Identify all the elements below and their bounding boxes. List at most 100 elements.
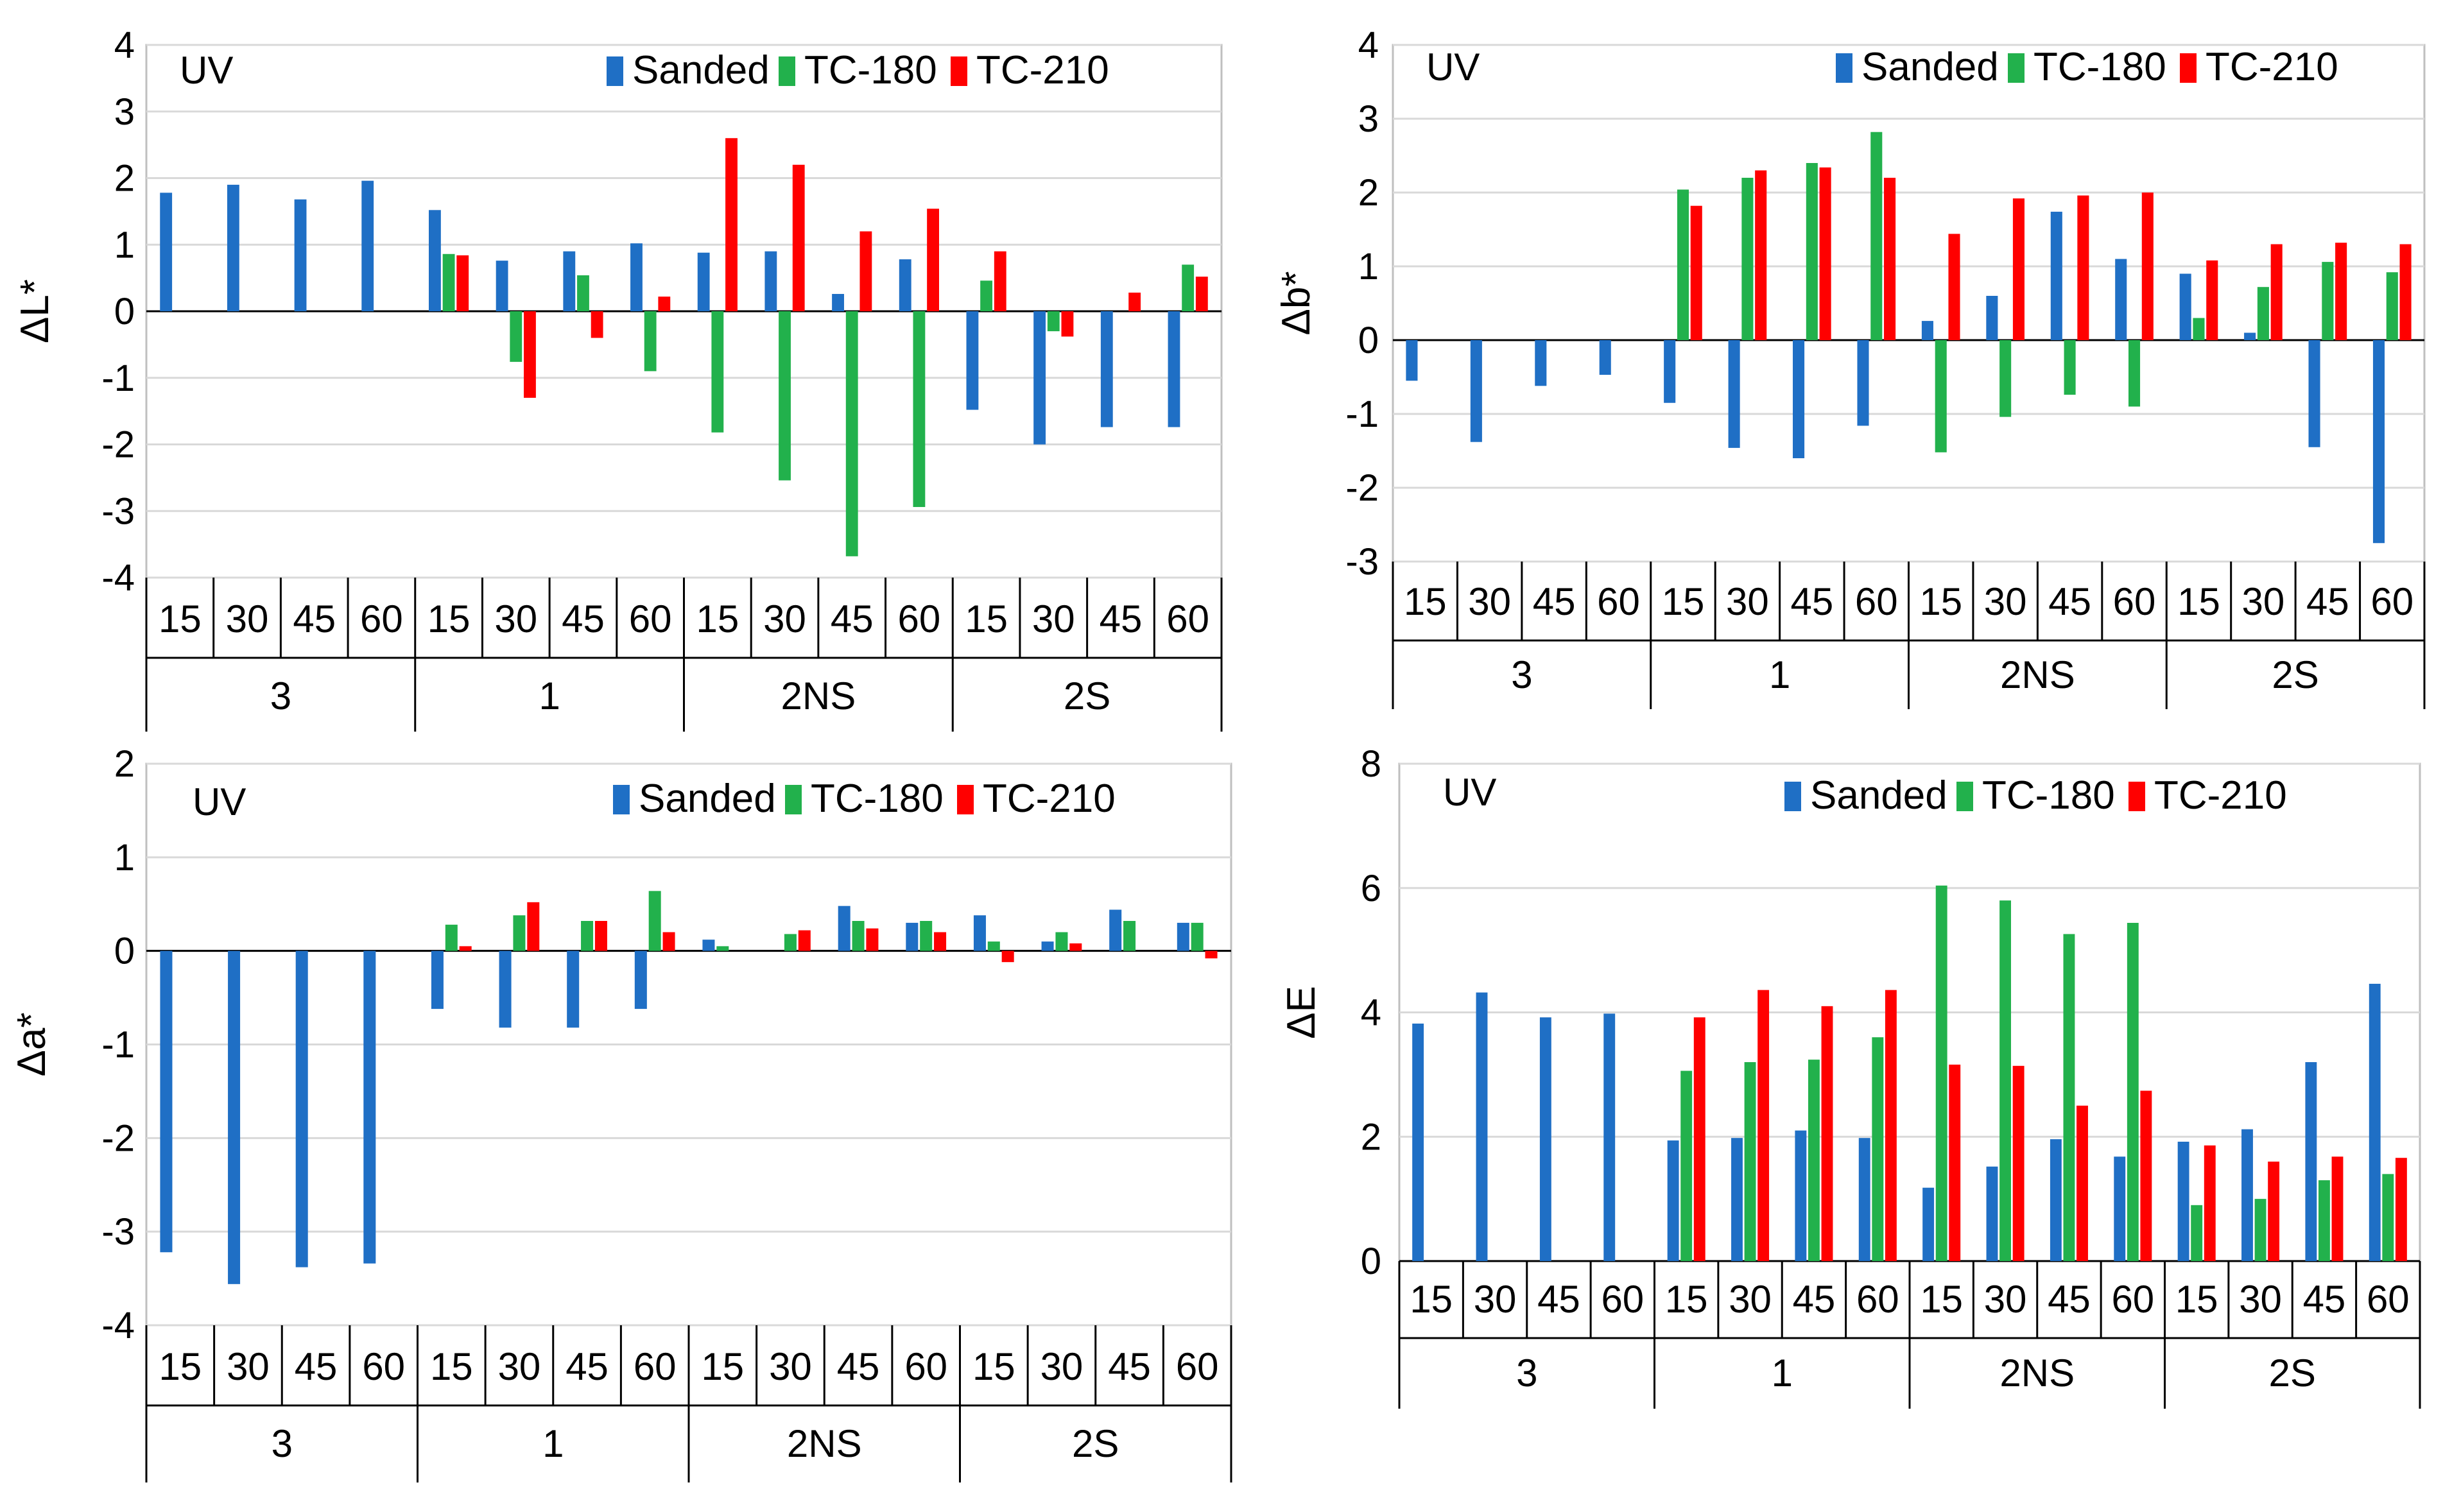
bar-tc-210 [994, 251, 1006, 311]
bar-sanded [1100, 311, 1113, 427]
y-tick-label: 4 [1361, 992, 1381, 1034]
x-tick-label: 30 [1474, 1278, 1517, 1321]
panel-label: UV [180, 49, 233, 92]
bar-sanded [1986, 296, 1998, 340]
plot-area [1392, 44, 2426, 563]
bar-tc-180 [1935, 340, 1947, 452]
y-tick-label: 4 [114, 24, 135, 66]
group-label: 2NS [1999, 1352, 2075, 1395]
y-tick-label: 2 [114, 158, 135, 200]
bar-tc-180 [2318, 1180, 2330, 1261]
legend-swatch [613, 785, 630, 814]
x-tick-label: 30 [1468, 580, 1511, 623]
y-tick-label: 2 [114, 743, 135, 785]
bar-sanded [499, 950, 512, 1028]
bar-tc-210 [1948, 234, 1960, 340]
bar-tc-210 [2331, 1156, 2344, 1261]
bar-sanded [966, 311, 979, 410]
group-label: 1 [539, 674, 560, 717]
x-tick-label: 60 [2367, 1278, 2410, 1321]
bar-tc-180 [510, 311, 522, 362]
bar-tc-210 [866, 928, 879, 951]
bar-tc-180 [2382, 1174, 2394, 1261]
bar-sanded [2244, 332, 2256, 340]
x-tick-label: 30 [1984, 580, 2027, 623]
bar-sanded [227, 184, 239, 311]
bar-tc-180 [1935, 885, 1947, 1261]
x-tick-label: 60 [1601, 1278, 1644, 1321]
y-tick-label: 6 [1361, 868, 1381, 909]
legend-label: TC-210 [2154, 773, 2287, 818]
x-tick-label: 30 [763, 597, 806, 640]
group-label: 2NS [787, 1422, 862, 1465]
y-tick-label: -2 [1345, 467, 1379, 509]
bar-sanded [1476, 992, 1488, 1261]
bar-tc-210 [2395, 1158, 2407, 1261]
bar-tc-210 [1690, 205, 1702, 340]
bar-sanded [567, 950, 580, 1028]
bar-tc-180 [784, 934, 797, 951]
y-tick-label: -3 [1345, 541, 1379, 583]
bar-tc-210 [459, 946, 472, 951]
bar-tc-210 [859, 231, 872, 311]
bar-tc-180 [2064, 340, 2076, 395]
bar-sanded [1858, 1138, 1870, 1261]
panel-label: UV [1443, 771, 1496, 814]
x-tick-label: 30 [226, 597, 269, 640]
legend-swatch [1836, 53, 1852, 83]
bar-tc-180 [1744, 1062, 1756, 1261]
bar-tc-210 [2141, 193, 2154, 340]
group-label: 2NS [2000, 653, 2075, 696]
bar-tc-180 [2254, 1199, 2266, 1261]
x-tick-label: 45 [2048, 580, 2091, 623]
bar-tc-180 [2191, 1205, 2203, 1261]
legend-swatch [2008, 53, 2025, 83]
x-tick-label: 45 [1100, 597, 1143, 640]
y-tick-label: -2 [101, 1117, 135, 1159]
x-tick-label: 30 [494, 597, 537, 640]
legend-swatch [957, 785, 974, 814]
bar-sanded [2115, 259, 2127, 340]
bar-sanded [2305, 1062, 2317, 1261]
x-tick-label: 45 [831, 597, 874, 640]
x-tick-label: 15 [427, 597, 471, 640]
bar-sanded [630, 243, 643, 311]
x-tick-label: 60 [360, 597, 403, 640]
bar-tc-180 [852, 921, 865, 951]
bar-sanded [702, 940, 715, 951]
bar-sanded [1667, 1140, 1679, 1261]
x-tick-label: 15 [1404, 580, 1447, 623]
bar-tc-180 [1808, 1060, 1820, 1261]
group-label: 1 [542, 1422, 564, 1465]
x-tick-label: 45 [1108, 1345, 1151, 1388]
chart-db: -3 -2 -1 0 1 2 3 4 Δb* 15 30 45 60 15 30 45 60 15 30 45 60 15… [1274, 24, 2426, 709]
bar-tc-210 [2206, 260, 2218, 340]
group-label: 2S [1072, 1422, 1119, 1465]
bar-tc-180 [711, 311, 724, 433]
bar-sanded [838, 906, 850, 951]
bar-tc-180 [445, 924, 458, 951]
bar-tc-180 [1741, 178, 1754, 340]
bar-tc-180 [1872, 1037, 1884, 1261]
x-tick-label: 45 [2303, 1278, 2346, 1321]
bar-tc-180 [913, 311, 926, 508]
x-tick-label: 45 [295, 1345, 338, 1388]
bar-sanded [906, 922, 919, 951]
y-tick-label: 1 [114, 224, 135, 266]
bar-sanded [363, 950, 376, 1264]
bar-tc-210 [1693, 1017, 1705, 1261]
x-tick-label: 45 [1533, 580, 1576, 623]
y-tick-label: -1 [101, 1024, 135, 1066]
bar-tc-210 [792, 164, 805, 311]
bar-sanded [1535, 340, 1547, 386]
bar-tc-210 [2076, 1105, 2088, 1261]
bar-tc-210 [1884, 178, 1896, 340]
bar-sanded [2179, 273, 2191, 340]
bar-sanded [1603, 1013, 1616, 1261]
bar-tc-210 [1755, 170, 1767, 340]
bar-tc-180 [1055, 932, 1068, 951]
bar-sanded [1470, 340, 1482, 442]
bar-tc-210 [2335, 243, 2347, 340]
bar-tc-210 [798, 930, 811, 951]
y-tick-label: 0 [114, 291, 135, 332]
